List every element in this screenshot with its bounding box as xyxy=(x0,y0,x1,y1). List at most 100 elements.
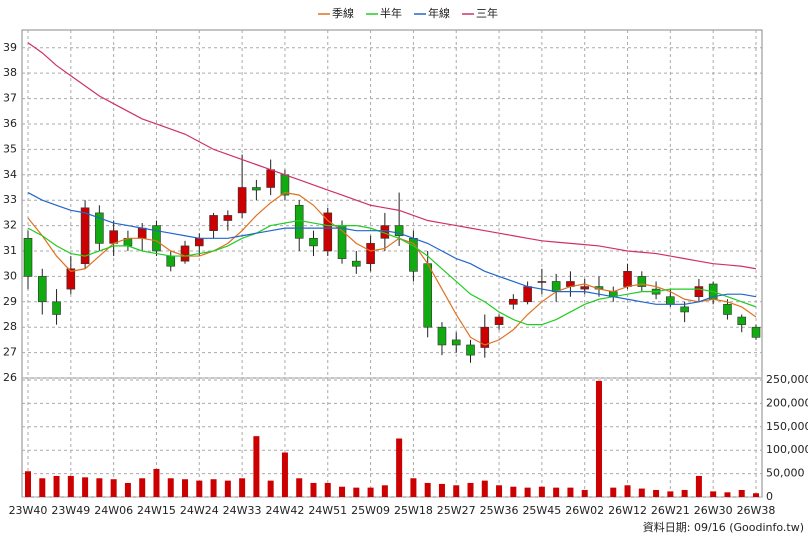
candle-body xyxy=(509,298,518,305)
volume-bar xyxy=(339,486,346,497)
y-tick-label: 35 xyxy=(3,142,17,155)
ma-line xyxy=(27,192,757,305)
y-tick-label: 32 xyxy=(3,219,17,232)
y-tick-label: 36 xyxy=(3,117,17,130)
candle-body xyxy=(252,187,261,191)
candle-body xyxy=(180,245,190,262)
candle-body xyxy=(294,204,304,239)
legend-label: 季線 xyxy=(332,6,354,20)
x-tick-label: 24W51 xyxy=(308,504,347,517)
y-tick-label: 27 xyxy=(3,346,17,359)
x-tick-label: 24W15 xyxy=(137,504,176,517)
volume-bar xyxy=(595,380,602,497)
source-note: 資料日期: 09/16 (Goodinfo.tw) xyxy=(643,520,804,534)
volume-bar xyxy=(39,478,46,497)
volume-bar xyxy=(153,468,160,497)
candle-body xyxy=(623,271,632,287)
y-tick-label: 29 xyxy=(3,295,17,308)
volume-bar xyxy=(424,482,431,497)
candle-body xyxy=(480,326,490,348)
volume-bar xyxy=(124,482,131,497)
candle-body xyxy=(523,286,532,303)
x-tick-label: 26W21 xyxy=(651,504,690,517)
volume-bar xyxy=(724,492,731,497)
volume-bar xyxy=(567,487,574,497)
y-tick-label: 33 xyxy=(3,193,17,206)
candle-body xyxy=(666,296,675,305)
y2-tick-label: 200,000 xyxy=(766,396,808,409)
x-tick-label: 23W49 xyxy=(51,504,90,517)
y-tick-label: 31 xyxy=(3,244,17,257)
candle-body xyxy=(323,212,333,252)
candle-body xyxy=(751,326,761,338)
candle-body xyxy=(451,339,461,346)
volume-bar xyxy=(96,478,103,497)
x-tick-label: 24W42 xyxy=(266,504,305,517)
volume-bar xyxy=(638,488,645,497)
x-tick-label: 25W36 xyxy=(480,504,519,517)
volume-bar xyxy=(324,482,331,497)
volume-bar xyxy=(267,480,274,497)
volume-bar xyxy=(281,452,288,497)
volume-bar xyxy=(253,436,260,497)
volume-bar xyxy=(82,477,89,497)
volume-bar xyxy=(410,478,417,497)
x-tick-label: 26W12 xyxy=(608,504,647,517)
volume-bar xyxy=(581,489,588,497)
legend: 季線 半年 年線 三年 xyxy=(318,6,498,20)
candle-body xyxy=(723,304,732,315)
x-tick-label: 26W38 xyxy=(737,504,776,517)
volume-bar xyxy=(467,482,474,497)
volume-bar xyxy=(710,491,717,497)
y-tick-label: 34 xyxy=(3,168,17,181)
volume-bar xyxy=(139,478,146,497)
volume-bar xyxy=(695,475,702,497)
x-tick-label: 25W18 xyxy=(394,504,433,517)
volume-bar xyxy=(538,486,545,497)
y-tick-label: 37 xyxy=(3,92,17,105)
volume-bar xyxy=(738,489,745,497)
volume-bar xyxy=(553,487,560,497)
volume-bar xyxy=(481,480,488,497)
candle-body xyxy=(266,169,275,188)
y-tick-label: 30 xyxy=(3,269,17,282)
candle-body xyxy=(352,260,361,267)
volume-bar xyxy=(438,483,445,497)
candle-body xyxy=(466,344,475,356)
volume-bar xyxy=(53,475,60,497)
y-tick-label: 38 xyxy=(3,66,17,79)
y-tick-label: 26 xyxy=(3,371,17,384)
x-tick-label: 25W45 xyxy=(522,504,561,517)
volume-bar xyxy=(224,480,231,497)
volume-bar xyxy=(624,485,631,497)
y2-tick-label: 100,000 xyxy=(766,443,808,456)
candle-body xyxy=(637,276,647,287)
ma-line xyxy=(27,219,757,326)
volume-bar xyxy=(239,478,246,497)
candle-body xyxy=(209,215,218,231)
volume-bar xyxy=(110,479,117,497)
candle-body xyxy=(37,276,47,303)
x-tick-label: 26W02 xyxy=(565,504,604,517)
candle-body xyxy=(223,215,233,221)
volume-bar xyxy=(310,482,317,497)
candle-body xyxy=(494,316,504,325)
candle-body xyxy=(737,316,747,325)
candle-body xyxy=(423,263,432,328)
candle-body xyxy=(537,281,547,283)
legend-label: 年線 xyxy=(428,6,450,20)
ma-line xyxy=(27,42,757,270)
candle-body xyxy=(109,230,118,244)
candle-body xyxy=(23,237,33,277)
candle-body xyxy=(580,286,590,290)
candle-body xyxy=(95,212,104,244)
y-tick-label: 28 xyxy=(3,320,17,333)
x-tick-label: 25W09 xyxy=(351,504,390,517)
volume-bar xyxy=(25,471,31,497)
x-tick-label: 25W27 xyxy=(437,504,476,517)
x-tick-label: 24W24 xyxy=(180,504,219,517)
candle-body xyxy=(152,225,161,252)
candle-body xyxy=(194,237,204,247)
volume-bar xyxy=(510,486,517,497)
y2-tick-label: 50,000 xyxy=(766,467,805,480)
